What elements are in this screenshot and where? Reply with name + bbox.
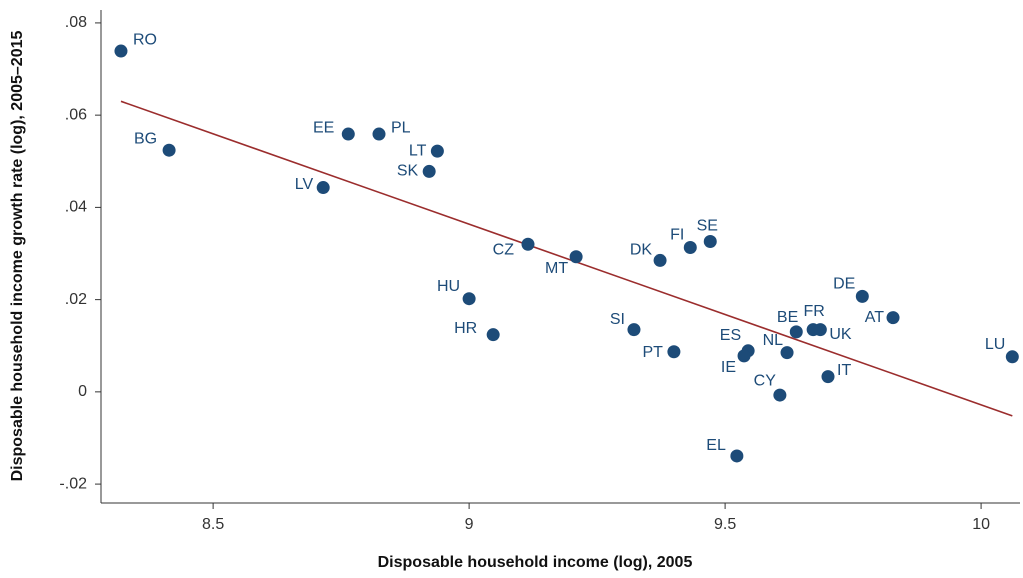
point: [653, 253, 667, 267]
point: [703, 235, 717, 249]
point: [316, 181, 330, 195]
x-tick-label: 10: [972, 516, 990, 533]
point-label: LT: [409, 142, 427, 159]
point-label: SK: [397, 163, 419, 180]
point: [422, 164, 436, 178]
point: [789, 325, 803, 339]
point: [569, 250, 583, 264]
y-tick-label: .04: [65, 199, 87, 216]
point-label: LV: [295, 176, 314, 193]
point-label: EE: [313, 119, 334, 136]
point: [813, 323, 827, 337]
point-label: EL: [706, 437, 726, 454]
x-tick-label: 9.5: [714, 516, 736, 533]
point: [683, 241, 697, 255]
point: [627, 323, 641, 337]
point-label: SE: [697, 218, 718, 235]
point-label: IT: [837, 362, 851, 379]
point-label: MT: [545, 260, 568, 277]
point: [886, 311, 900, 325]
y-tick-label: .08: [65, 14, 87, 31]
point-label: SI: [610, 311, 625, 328]
point-label: IE: [721, 359, 736, 376]
point-label: CY: [754, 372, 777, 389]
point-label: ES: [720, 327, 741, 344]
point: [780, 346, 794, 360]
point: [462, 292, 476, 306]
x-tick-label: 9: [465, 516, 474, 533]
point-label: BE: [777, 309, 798, 326]
point-label: BG: [134, 130, 157, 147]
point-label: CZ: [493, 241, 515, 258]
point: [430, 144, 444, 158]
point-label: FR: [803, 303, 824, 320]
point: [1005, 350, 1019, 364]
x-tick-label: 8.5: [202, 516, 224, 533]
point: [730, 449, 744, 463]
point-label: FI: [670, 227, 684, 244]
point: [521, 237, 535, 251]
point-label: PT: [642, 344, 663, 361]
point: [855, 289, 869, 303]
point: [667, 345, 681, 359]
point: [162, 143, 176, 157]
point-label: LU: [985, 336, 1005, 353]
point: [341, 127, 355, 141]
point-label: DK: [630, 242, 653, 259]
point-label: AT: [865, 309, 884, 326]
point: [821, 370, 835, 384]
point: [372, 127, 386, 141]
trend-line: [120, 100, 1013, 417]
y-axis-title: Disposable household income growth rate …: [9, 31, 26, 482]
y-tick-label: 0: [78, 383, 87, 400]
point: [773, 388, 787, 402]
y-tick-label: -.02: [59, 475, 87, 492]
point: [737, 349, 751, 363]
y-tick-label: .06: [65, 106, 87, 123]
point-label: HR: [454, 320, 477, 337]
x-axis-title: Disposable household income (log), 2005: [378, 554, 693, 571]
point-label: HU: [437, 278, 460, 295]
point-label: NL: [763, 332, 784, 349]
point: [486, 328, 500, 342]
point-label: PL: [391, 119, 411, 136]
point: [114, 44, 128, 58]
y-tick-label: .02: [65, 291, 87, 308]
point-label: DE: [833, 276, 855, 293]
point-label: RO: [133, 31, 157, 48]
point-label: UK: [829, 326, 852, 343]
